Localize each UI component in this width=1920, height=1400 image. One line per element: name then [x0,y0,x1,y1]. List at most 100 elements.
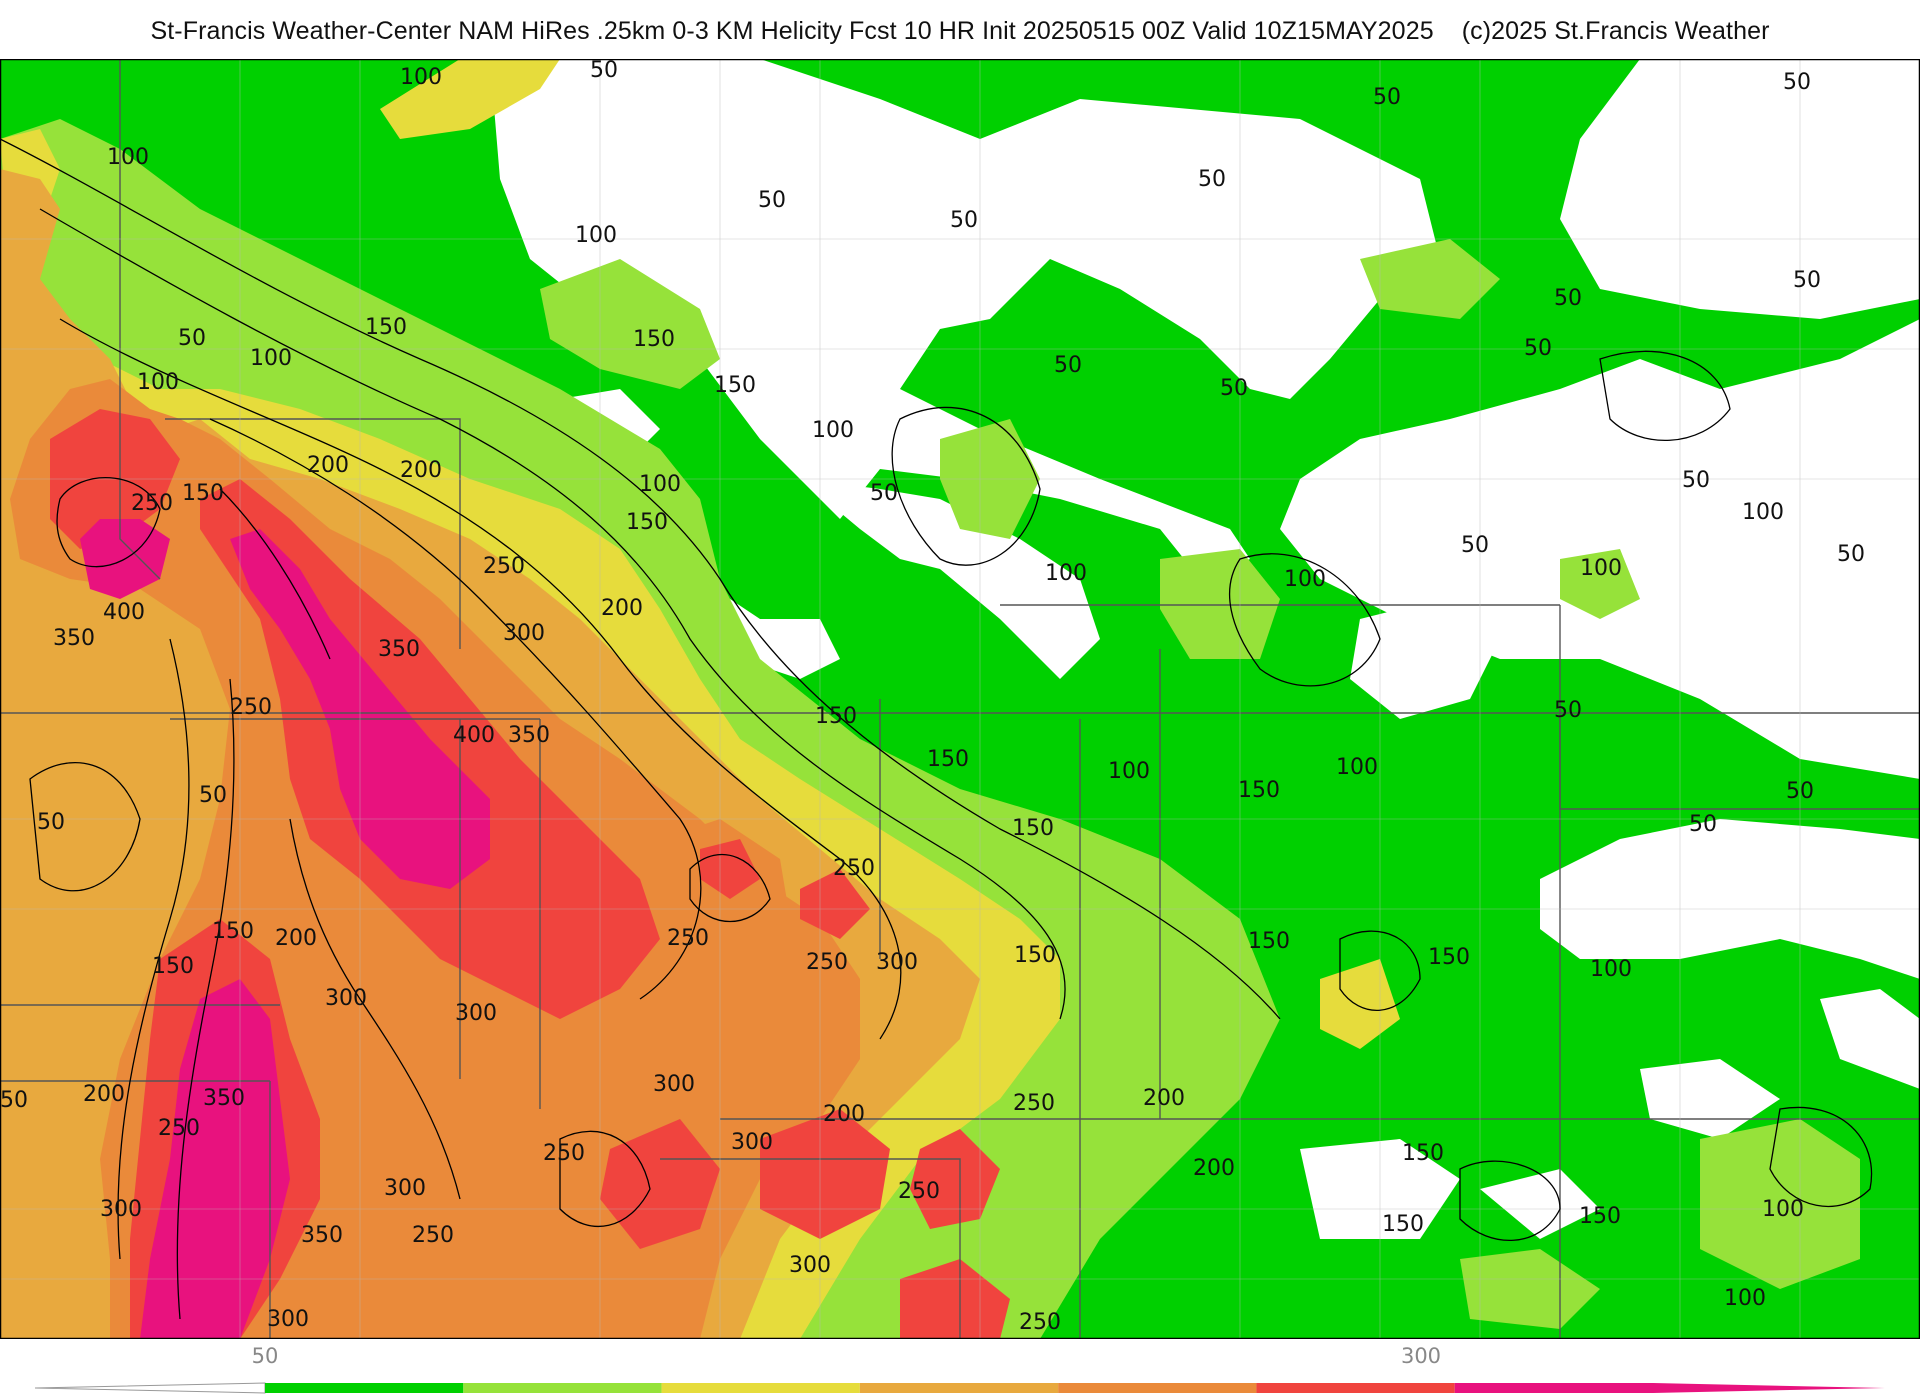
helicity-contours [0,138,1873,1320]
colorbar-bin-350 [1454,1383,1653,1393]
contour-label-150: 150 [626,510,668,535]
colorbar-bin-200 [859,1383,1059,1393]
contour-label-300: 300 [100,1197,142,1222]
contour-label-100: 100 [1045,561,1087,586]
contour-label-200: 200 [307,453,349,478]
colorbar-label-low: 50 [252,1344,279,1368]
contour-label-350: 350 [378,637,420,662]
contour-label-250: 250 [543,1141,585,1166]
contour-label-300: 300 [503,621,545,646]
colorbar-bin-150 [661,1383,860,1393]
contour-label-100: 100 [400,65,442,90]
contour-label-100: 100 [1336,755,1378,780]
contour-label-200: 200 [83,1082,125,1107]
contour-label-50: 50 [870,481,898,506]
contour-label-200: 200 [1193,1156,1235,1181]
contour-label-200: 200 [823,1102,865,1127]
contour-label-150: 150 [1579,1204,1621,1229]
contour-label-250: 250 [833,856,875,881]
contour-label-50: 50 [1220,376,1248,401]
contour-label-100: 100 [1580,556,1622,581]
contour-label-350: 350 [203,1086,245,1111]
contour-label-150: 150 [927,747,969,772]
contour-label-50: 50 [1524,336,1552,361]
contour-label-250: 250 [230,695,272,720]
contour-label-250: 250 [806,950,848,975]
contour-labels: 100 50 100 100 50 50 50 50 50 50 50 50 5… [0,59,1865,1335]
contour-label-300: 300 [455,1001,497,1026]
contour-label-400: 400 [453,723,495,748]
contour-label-50: 50 [1837,542,1865,567]
contour-label-150: 150 [152,954,194,979]
colorbar-bin-50 [265,1383,464,1393]
colorbar: 50 300 [34,1344,1885,1394]
contour-label-100: 100 [575,223,617,248]
colorbar-bin-100 [463,1383,662,1393]
contour-label-150: 150 [714,373,756,398]
contour-label-400: 400 [103,600,145,625]
copyright-text: (c)2025 St.Francis Weather [1461,16,1770,45]
contour-label-250: 250 [1019,1310,1061,1335]
colorbar-low-arrow [34,1382,266,1394]
contour-label-50: 50 [758,188,786,213]
map-title: St-Francis Weather-Center NAM HiRes .25k… [0,0,1920,62]
political-borders [0,59,1920,1339]
contour-label-300: 300 [789,1253,831,1278]
contour-label-50: 50 [1689,812,1717,837]
contour-label-250: 250 [1013,1091,1055,1116]
contour-label-150: 150 [365,315,407,340]
contour-label-150: 150 [1012,816,1054,841]
colorbar-bins [265,1383,1653,1393]
contour-label-250: 250 [483,554,525,579]
contour-label-100: 100 [639,472,681,497]
title-text: St-Francis Weather-Center NAM HiRes .25k… [150,16,1434,45]
contour-label-150: 150 [1014,943,1056,968]
contour-label-300: 300 [325,986,367,1011]
contour-label-250: 250 [412,1223,454,1248]
contour-label-300: 300 [876,950,918,975]
contour-label-50: 50 [1554,286,1582,311]
colorbar-bin-300 [1256,1383,1455,1393]
contour-label-50: 50 [1682,468,1710,493]
contour-label-150: 150 [633,327,675,352]
contour-label-350: 350 [301,1223,343,1248]
contour-label-50: 50 [1198,167,1226,192]
contour-label-50: 50 [1373,85,1401,110]
contour-label-250: 250 [667,926,709,951]
contour-label-100: 100 [107,145,149,170]
contour-label-100: 100 [1108,759,1150,784]
contour-label-200: 200 [275,926,317,951]
contour-label-300: 300 [653,1072,695,1097]
colorbar-bin-250 [1058,1383,1257,1393]
contour-label-50: 50 [1054,353,1082,378]
contour-label-250: 250 [158,1116,200,1141]
contour-label-100: 100 [812,418,854,443]
contour-label-150: 150 [1382,1212,1424,1237]
contour-label-250: 250 [131,491,173,516]
contour-label-50: 50 [1461,533,1489,558]
contour-label-100: 100 [1590,957,1632,982]
contour-label-200: 200 [1143,1086,1185,1111]
contour-label-50: 50 [37,810,65,835]
contour-label-150: 150 [182,481,224,506]
contour-label-100: 100 [1724,1286,1766,1311]
contour-label-100: 100 [137,370,179,395]
contour-label-350: 350 [508,723,550,748]
contour-label-100: 100 [1742,500,1784,525]
helicity-map: 100 50 100 100 50 50 50 50 50 50 50 50 5… [0,59,1920,1339]
contour-label-150: 150 [1248,929,1290,954]
contour-label-300: 300 [731,1130,773,1155]
contour-label-150: 150 [212,919,254,944]
contour-label-250: 250 [898,1179,940,1204]
contour-label-50: 50 [0,1088,28,1113]
contour-label-100: 100 [1762,1197,1804,1222]
contour-label-100: 100 [1284,567,1326,592]
contour-label-300: 300 [384,1176,426,1201]
contour-label-50: 50 [1793,268,1821,293]
contour-label-50: 50 [199,783,227,808]
contour-label-150: 150 [1238,778,1280,803]
colorbar-label-high: 300 [1401,1344,1441,1368]
county-grid [0,59,1920,1339]
contour-label-350: 350 [53,626,95,651]
contour-label-150: 150 [1428,945,1470,970]
